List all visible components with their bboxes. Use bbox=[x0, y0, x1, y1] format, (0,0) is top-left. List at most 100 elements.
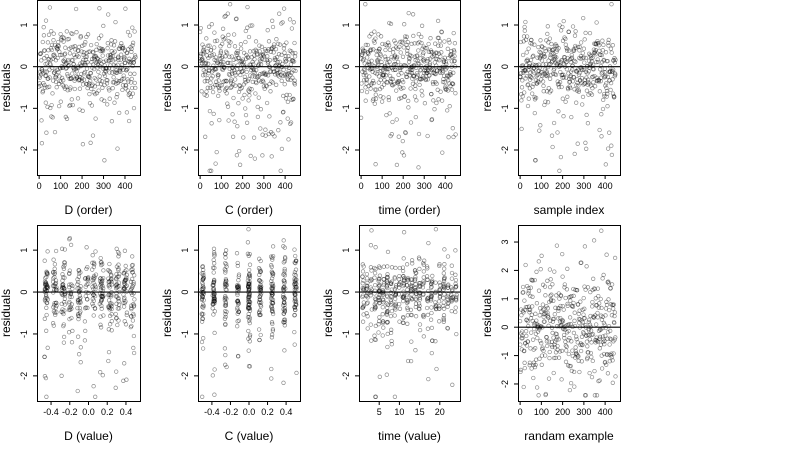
data-point bbox=[593, 48, 598, 53]
data-point bbox=[236, 272, 242, 277]
data-point bbox=[130, 269, 135, 275]
data-point bbox=[120, 87, 125, 93]
data-point bbox=[69, 315, 74, 321]
data-point bbox=[234, 153, 240, 158]
data-point bbox=[210, 299, 216, 304]
data-point bbox=[230, 134, 236, 139]
data-point bbox=[130, 262, 135, 268]
data-point bbox=[376, 49, 381, 54]
data-point bbox=[251, 61, 256, 67]
data-point bbox=[550, 316, 556, 322]
data-point bbox=[527, 61, 532, 66]
data-point bbox=[44, 283, 49, 288]
y-tick-label: 2 bbox=[500, 268, 510, 273]
data-point bbox=[586, 80, 591, 85]
data-point bbox=[522, 307, 528, 312]
data-point bbox=[126, 92, 131, 97]
x-tick-label: 300 bbox=[256, 181, 271, 191]
data-point bbox=[130, 40, 136, 45]
data-point bbox=[588, 61, 593, 66]
data-point bbox=[567, 80, 572, 85]
data-point bbox=[121, 300, 126, 305]
data-point bbox=[381, 73, 386, 78]
data-point bbox=[437, 294, 443, 299]
data-point bbox=[257, 308, 263, 313]
data-point bbox=[54, 45, 59, 50]
data-point bbox=[424, 68, 429, 73]
data-point bbox=[529, 330, 534, 335]
data-point bbox=[280, 61, 285, 67]
data-point bbox=[212, 309, 217, 314]
data-point bbox=[548, 88, 554, 93]
data-point bbox=[203, 134, 208, 139]
data-point bbox=[203, 65, 209, 70]
data-point bbox=[597, 346, 602, 351]
data-point bbox=[46, 76, 51, 81]
data-point bbox=[378, 53, 384, 58]
data-point bbox=[537, 49, 542, 55]
data-point bbox=[411, 74, 417, 79]
data-point bbox=[434, 50, 440, 56]
data-point bbox=[53, 280, 59, 286]
data-point bbox=[579, 76, 585, 81]
data-point bbox=[584, 112, 589, 118]
data-point bbox=[560, 274, 565, 279]
data-point bbox=[584, 356, 590, 362]
data-point bbox=[92, 282, 98, 288]
data-point bbox=[92, 306, 98, 311]
data-point bbox=[46, 56, 51, 62]
y-tick-label: -1 bbox=[19, 330, 29, 338]
data-point bbox=[270, 328, 276, 333]
data-point bbox=[567, 315, 573, 320]
data-point bbox=[220, 41, 225, 47]
data-point bbox=[230, 112, 235, 117]
data-point bbox=[538, 267, 543, 272]
data-point bbox=[115, 274, 120, 280]
data-point bbox=[519, 336, 524, 341]
data-point bbox=[548, 55, 553, 60]
data-point bbox=[47, 75, 52, 80]
data-point bbox=[224, 79, 229, 84]
data-point bbox=[600, 314, 605, 319]
data-point bbox=[441, 306, 447, 311]
data-point bbox=[282, 82, 287, 87]
data-point bbox=[388, 78, 393, 84]
data-point bbox=[106, 86, 111, 91]
data-point bbox=[54, 310, 59, 315]
data-point bbox=[44, 69, 50, 74]
data-point bbox=[569, 56, 574, 61]
data-point bbox=[613, 335, 618, 340]
data-point bbox=[53, 74, 58, 79]
data-point bbox=[223, 312, 228, 317]
data-point bbox=[593, 340, 598, 345]
data-point bbox=[133, 55, 138, 60]
data-point bbox=[557, 324, 562, 329]
data-point bbox=[558, 293, 563, 298]
data-point bbox=[256, 95, 261, 100]
data-point bbox=[403, 130, 408, 135]
data-point bbox=[237, 148, 242, 154]
data-point bbox=[78, 295, 83, 301]
data-point bbox=[595, 286, 601, 291]
data-point bbox=[37, 69, 43, 75]
data-point bbox=[76, 44, 82, 50]
data-point bbox=[435, 18, 441, 24]
data-point bbox=[430, 338, 435, 343]
data-point bbox=[266, 47, 271, 52]
data-point bbox=[579, 318, 584, 323]
data-point bbox=[414, 65, 419, 70]
data-point bbox=[49, 28, 54, 34]
data-point bbox=[260, 153, 265, 158]
data-point bbox=[108, 53, 113, 58]
data-point bbox=[384, 112, 389, 118]
data-point bbox=[593, 52, 598, 57]
data-point bbox=[83, 284, 88, 289]
data-point bbox=[38, 51, 43, 57]
data-point bbox=[52, 266, 57, 271]
data-point bbox=[587, 317, 592, 322]
data-point bbox=[93, 54, 98, 59]
data-point bbox=[96, 88, 101, 93]
data-point bbox=[433, 50, 438, 55]
data-point bbox=[109, 282, 114, 287]
data-point bbox=[90, 49, 95, 55]
